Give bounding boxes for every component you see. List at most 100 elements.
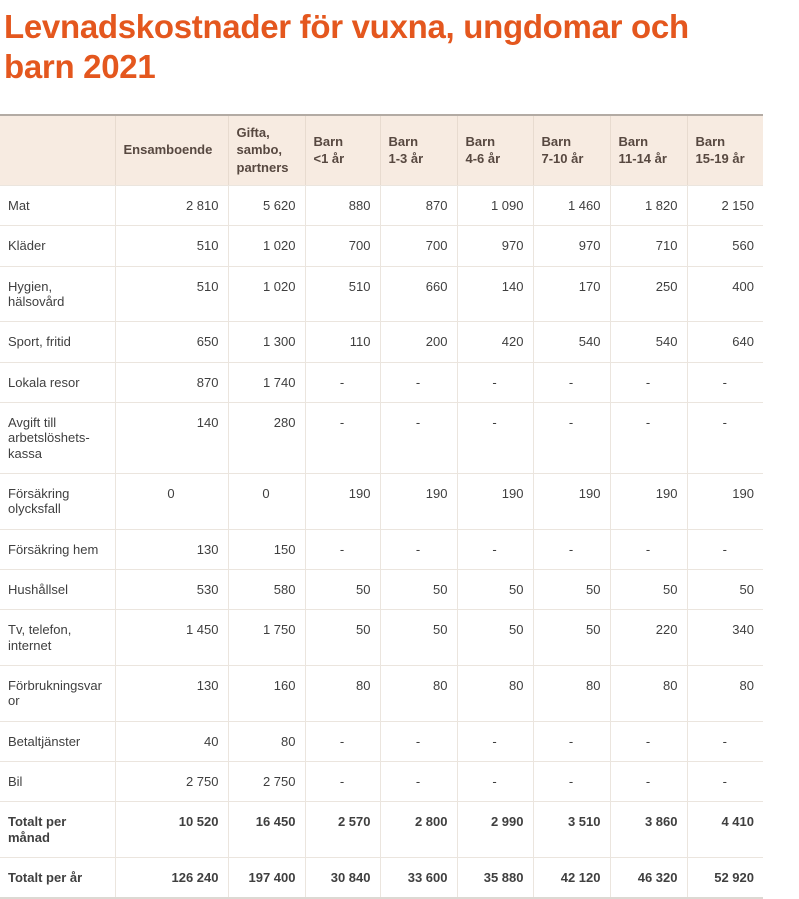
value-cell: - [305, 402, 380, 473]
value-cell: 190 [380, 473, 457, 529]
value-cell: 50 [305, 569, 380, 609]
value-cell: 1 750 [228, 610, 305, 666]
value-cell: 1 090 [457, 186, 533, 226]
value-cell: 30 840 [305, 857, 380, 898]
column-header: Gifta, sambo, partners [228, 115, 305, 186]
value-cell: 640 [687, 322, 763, 362]
corner-cell [0, 115, 115, 186]
value-cell: 190 [533, 473, 610, 529]
value-cell: 2 990 [457, 802, 533, 858]
value-cell: 870 [115, 362, 228, 402]
value-cell: 40 [115, 721, 228, 761]
column-header: Ensamboende [115, 115, 228, 186]
value-cell: - [687, 529, 763, 569]
value-cell: 50 [687, 569, 763, 609]
value-cell: 140 [457, 266, 533, 322]
row-label-cell: Försäkring olycksfall [0, 473, 115, 529]
value-cell: 80 [228, 721, 305, 761]
value-cell: 340 [687, 610, 763, 666]
row-label-cell: Försäkring hem [0, 529, 115, 569]
value-cell: 170 [533, 266, 610, 322]
value-cell: - [305, 761, 380, 801]
value-cell: 2 570 [305, 802, 380, 858]
row-label-cell: Sport, fritid [0, 322, 115, 362]
row-label-cell: Kläder [0, 226, 115, 266]
row-label-cell: Avgift till arbetslöshets-kassa [0, 402, 115, 473]
value-cell: 2 800 [380, 802, 457, 858]
value-cell: 250 [610, 266, 687, 322]
row-label-cell: Bil [0, 761, 115, 801]
value-cell: 580 [228, 569, 305, 609]
value-cell: - [533, 362, 610, 402]
row-label-cell: Tv, telefon, internet [0, 610, 115, 666]
value-cell: 80 [687, 665, 763, 721]
row-label-cell: Lokala resor [0, 362, 115, 402]
value-cell: - [533, 402, 610, 473]
value-cell: 126 240 [115, 857, 228, 898]
value-cell: - [457, 362, 533, 402]
value-cell: 1 820 [610, 186, 687, 226]
value-cell: 10 520 [115, 802, 228, 858]
value-cell: - [687, 402, 763, 473]
row-label-cell: Hushållsel [0, 569, 115, 609]
value-cell: - [305, 529, 380, 569]
value-cell: 50 [533, 569, 610, 609]
value-cell: 540 [610, 322, 687, 362]
row-label-cell: Hygien, hälsovård [0, 266, 115, 322]
value-cell: 3 510 [533, 802, 610, 858]
row-label-cell: Mat [0, 186, 115, 226]
row-label-cell: Förbrukningsvaror [0, 665, 115, 721]
value-cell: 80 [610, 665, 687, 721]
value-cell: 50 [533, 610, 610, 666]
value-cell: - [380, 362, 457, 402]
value-cell: - [687, 721, 763, 761]
column-header: Barn 7-10 år [533, 115, 610, 186]
value-cell: - [687, 761, 763, 801]
value-cell: 110 [305, 322, 380, 362]
value-cell: 80 [533, 665, 610, 721]
value-cell: 5 620 [228, 186, 305, 226]
value-cell: - [610, 402, 687, 473]
value-cell: 510 [115, 226, 228, 266]
value-cell: 197 400 [228, 857, 305, 898]
value-cell: 50 [457, 569, 533, 609]
value-cell: - [610, 529, 687, 569]
value-cell: 16 450 [228, 802, 305, 858]
value-cell: 3 860 [610, 802, 687, 858]
value-cell: 660 [380, 266, 457, 322]
value-cell: 650 [115, 322, 228, 362]
value-cell: 130 [115, 529, 228, 569]
page-title: Levnadskostnader för vuxna, ungdomar och… [0, 0, 780, 88]
column-header: Barn 4-6 år [457, 115, 533, 186]
value-cell: - [610, 761, 687, 801]
value-cell: - [610, 362, 687, 402]
value-cell: - [305, 721, 380, 761]
row-label-cell: Totalt per år [0, 857, 115, 898]
value-cell: 50 [457, 610, 533, 666]
value-cell: 190 [305, 473, 380, 529]
value-cell: 80 [457, 665, 533, 721]
value-cell: 190 [610, 473, 687, 529]
value-cell: - [533, 529, 610, 569]
value-cell: 190 [457, 473, 533, 529]
value-cell: 1 300 [228, 322, 305, 362]
value-cell: 420 [457, 322, 533, 362]
value-cell: 46 320 [610, 857, 687, 898]
value-cell: 2 150 [687, 186, 763, 226]
value-cell: - [533, 721, 610, 761]
value-cell: 130 [115, 665, 228, 721]
value-cell: 80 [305, 665, 380, 721]
column-header: Barn 1-3 år [380, 115, 457, 186]
value-cell: 80 [380, 665, 457, 721]
